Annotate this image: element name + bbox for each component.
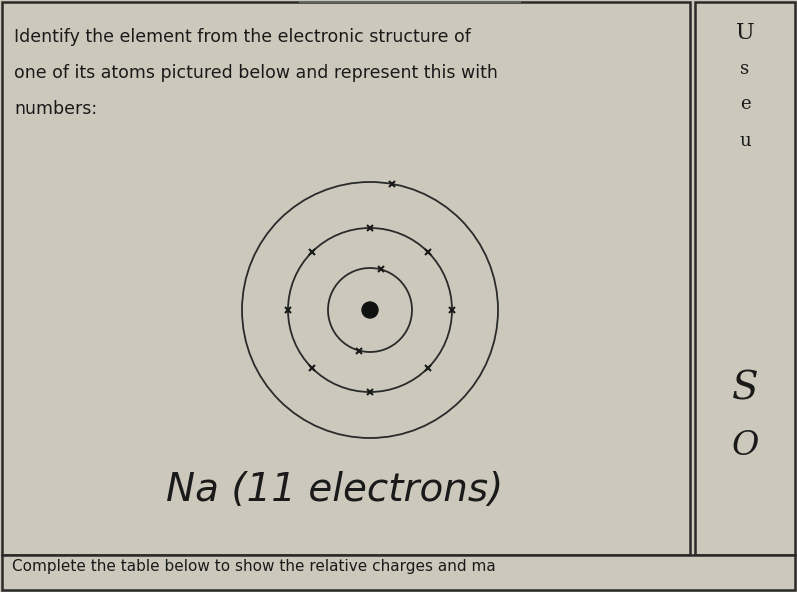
- Bar: [2, 555, 795, 590]
- Text: U: U: [736, 22, 755, 44]
- Bar: [2, 2, 690, 555]
- Text: Complete the table below to show the relative charges and ma: Complete the table below to show the rel…: [12, 559, 496, 574]
- Text: O: O: [732, 430, 759, 462]
- Text: numbers:: numbers:: [14, 100, 97, 118]
- Text: one of its atoms pictured below and represent this with: one of its atoms pictured below and repr…: [14, 64, 498, 82]
- Circle shape: [362, 302, 378, 318]
- Text: S: S: [732, 370, 758, 407]
- Text: Na (11 electrons): Na (11 electrons): [166, 471, 504, 509]
- Text: Identify the element from the electronic structure of: Identify the element from the electronic…: [14, 28, 471, 46]
- Text: u: u: [739, 132, 751, 150]
- Text: e: e: [740, 95, 750, 113]
- Bar: [695, 2, 795, 555]
- Text: s: s: [740, 60, 749, 78]
